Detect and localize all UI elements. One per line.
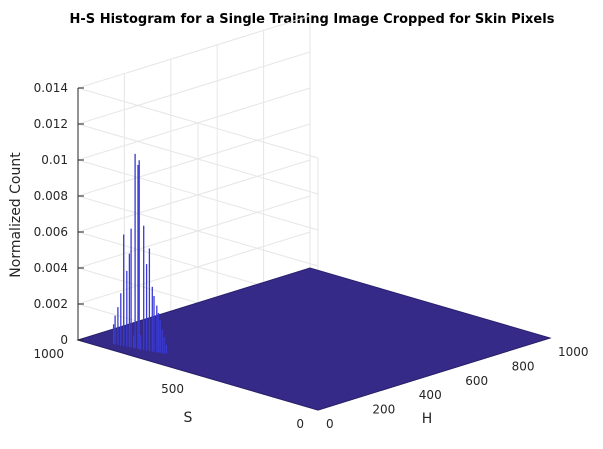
z-axis-label: Normalized Count (8, 152, 24, 278)
s-tick-label: 1000 (33, 347, 64, 361)
grid-line-side-z (77, 195, 319, 267)
s-tick-label: 500 (161, 382, 184, 396)
h-tick-label: 800 (512, 359, 535, 373)
z-tick-label: 0.006 (34, 225, 68, 239)
h-tick-label: 0 (326, 417, 334, 431)
histogram-surface (76, 267, 552, 411)
z-tick-label: 0.014 (34, 81, 68, 95)
z-tick-label: 0.012 (34, 117, 68, 131)
z-tick-label: 0 (60, 333, 68, 347)
grid-line-side-z (77, 159, 319, 231)
s-axis-label: S (184, 410, 193, 426)
histogram-bars (112, 153, 168, 354)
surface-plane (76, 267, 552, 411)
grid-line-back-z (77, 195, 311, 269)
grid-line-back-z (77, 123, 311, 197)
grid-line-back-z (77, 159, 311, 233)
z-tick-label: 0.01 (41, 153, 68, 167)
h-tick-label: 400 (419, 388, 442, 402)
grid-line-side-z (77, 123, 319, 195)
z-tick-label: 0.004 (34, 261, 68, 275)
grid-line-side-z (77, 87, 319, 159)
chart-title: H-S Histogram for a Single Training Imag… (70, 12, 555, 27)
z-tick-label: 0.002 (34, 297, 68, 311)
grid-line-back-z (77, 87, 311, 161)
h-tick-label: 200 (372, 403, 395, 417)
s-tick-label: 0 (296, 417, 304, 431)
h-axis-label: H (422, 411, 433, 427)
h-tick-label: 1000 (558, 345, 589, 359)
z-tick-label: 0.008 (34, 189, 68, 203)
grid-line-back-z (77, 15, 311, 89)
grid-line-back-z (77, 51, 311, 125)
h-tick-label: 600 (465, 374, 488, 388)
tick-labels: 0 0.002 0.004 0.006 0.008 0.01 0.012 0.014 0 500 1… (33, 81, 588, 431)
grid-line-back-z (77, 231, 311, 305)
